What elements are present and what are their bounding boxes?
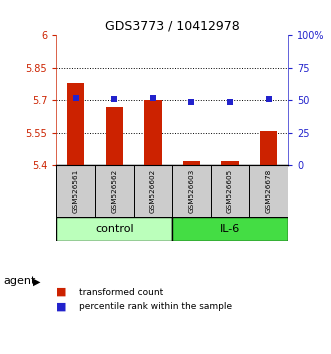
Text: GSM526605: GSM526605	[227, 169, 233, 213]
Text: percentile rank within the sample: percentile rank within the sample	[79, 302, 233, 311]
Text: IL-6: IL-6	[220, 224, 240, 234]
Bar	[211, 165, 249, 217]
Bar	[183, 161, 200, 165]
Bar	[172, 217, 288, 241]
Text: ■: ■	[56, 301, 67, 311]
Bar	[221, 161, 239, 165]
Bar	[56, 217, 172, 241]
Bar	[56, 165, 95, 217]
Bar	[106, 107, 123, 165]
Point	[73, 95, 78, 101]
Point	[227, 99, 233, 104]
Bar	[172, 165, 211, 217]
Text: ▶: ▶	[33, 276, 41, 286]
Text: agent: agent	[3, 276, 36, 286]
Bar	[67, 83, 84, 165]
Text: control: control	[95, 224, 133, 234]
Text: ■: ■	[56, 287, 67, 297]
Text: GSM526602: GSM526602	[150, 169, 156, 213]
Title: GDS3773 / 10412978: GDS3773 / 10412978	[105, 20, 240, 33]
Bar	[133, 165, 172, 217]
Bar	[144, 100, 162, 165]
Text: GSM526678: GSM526678	[266, 169, 272, 213]
Point	[112, 96, 117, 102]
Point	[189, 99, 194, 104]
Text: GSM526562: GSM526562	[111, 169, 117, 213]
Text: GSM526561: GSM526561	[72, 169, 78, 213]
Point	[150, 95, 156, 101]
Text: transformed count: transformed count	[79, 287, 164, 297]
Bar	[249, 165, 288, 217]
Point	[266, 96, 271, 102]
Bar	[95, 165, 133, 217]
Text: GSM526603: GSM526603	[188, 169, 194, 213]
Bar	[260, 131, 277, 165]
